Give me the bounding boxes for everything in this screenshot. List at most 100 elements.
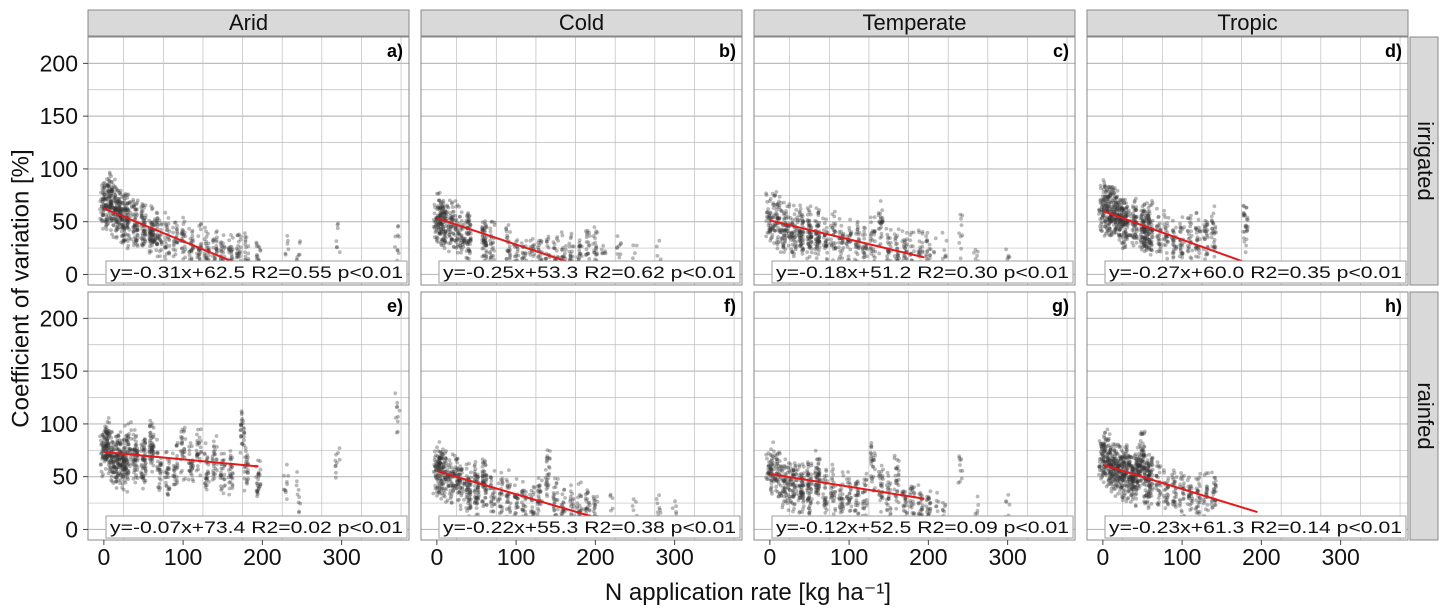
data-point <box>455 480 459 484</box>
data-point <box>156 216 160 220</box>
data-point <box>790 231 794 235</box>
data-point <box>880 235 884 239</box>
data-point <box>873 215 877 219</box>
data-point <box>600 248 604 252</box>
data-point <box>524 239 528 243</box>
data-point <box>825 226 829 230</box>
data-point <box>222 233 226 237</box>
data-point <box>808 245 812 249</box>
data-point <box>191 229 195 233</box>
data-point <box>809 204 813 208</box>
data-point <box>240 411 244 415</box>
data-point <box>1155 225 1159 229</box>
data-point <box>1163 222 1167 226</box>
data-point <box>136 457 140 461</box>
data-point <box>445 205 449 209</box>
data-point <box>561 234 565 238</box>
data-point <box>195 469 199 473</box>
data-point <box>845 234 849 238</box>
data-point <box>124 467 128 471</box>
data-point <box>769 197 773 201</box>
data-point <box>117 478 121 482</box>
data-point <box>147 450 151 454</box>
data-point <box>174 249 178 253</box>
data-point <box>873 231 877 235</box>
data-point <box>126 233 130 237</box>
data-point <box>257 475 261 479</box>
data-point <box>805 257 809 261</box>
data-point <box>458 473 462 477</box>
data-point <box>101 473 105 477</box>
data-point <box>657 239 661 243</box>
data-point <box>443 451 447 455</box>
data-point <box>187 227 191 231</box>
data-point <box>433 212 437 216</box>
data-point <box>833 224 837 228</box>
data-point <box>455 486 459 490</box>
data-point <box>158 477 162 481</box>
data-point <box>121 457 125 461</box>
data-point <box>814 251 818 255</box>
data-point <box>335 461 339 465</box>
data-point <box>286 242 290 246</box>
data-point <box>297 510 301 514</box>
data-point <box>490 479 494 483</box>
data-point <box>259 249 263 253</box>
data-point <box>164 224 168 228</box>
data-point <box>166 488 170 492</box>
data-point <box>105 440 109 444</box>
data-point <box>520 257 524 261</box>
data-point <box>1164 243 1168 247</box>
data-point <box>1163 216 1167 220</box>
data-point <box>489 495 493 499</box>
data-point <box>126 477 130 481</box>
data-point <box>452 210 456 214</box>
data-point <box>135 446 139 450</box>
data-point <box>115 486 119 490</box>
data-point <box>473 472 477 476</box>
data-point <box>1180 251 1184 255</box>
data-point <box>172 255 176 259</box>
data-point <box>531 244 535 248</box>
data-point <box>1186 250 1190 254</box>
data-point <box>459 229 463 233</box>
data-point <box>656 254 660 258</box>
data-point <box>127 209 131 213</box>
data-point <box>782 234 786 238</box>
data-point <box>960 223 964 227</box>
data-point <box>1155 207 1159 211</box>
data-point <box>468 252 472 256</box>
data-point <box>1244 225 1248 229</box>
data-point <box>203 226 207 230</box>
data-point <box>1241 204 1245 208</box>
data-point <box>1202 229 1206 233</box>
data-point <box>164 236 168 240</box>
data-point <box>789 247 793 251</box>
data-point <box>198 473 202 477</box>
data-point <box>438 460 442 464</box>
data-point <box>1241 230 1245 234</box>
data-point <box>601 244 605 248</box>
data-point <box>1186 244 1190 248</box>
data-point <box>586 229 590 233</box>
data-point <box>259 468 263 472</box>
data-point <box>552 240 556 244</box>
data-point <box>466 499 470 503</box>
data-point <box>166 475 170 479</box>
data-point <box>204 242 208 246</box>
data-point <box>591 242 595 246</box>
data-point <box>766 231 770 235</box>
data-point <box>921 232 925 236</box>
data-point <box>164 484 168 488</box>
data-point <box>823 221 827 225</box>
data-point <box>282 474 286 478</box>
data-point <box>222 492 226 496</box>
data-point <box>458 215 462 219</box>
data-point <box>1148 248 1152 252</box>
data-point <box>1188 221 1192 225</box>
data-point <box>909 231 913 235</box>
data-point <box>775 190 779 194</box>
data-point <box>889 228 893 232</box>
data-point <box>435 486 439 490</box>
